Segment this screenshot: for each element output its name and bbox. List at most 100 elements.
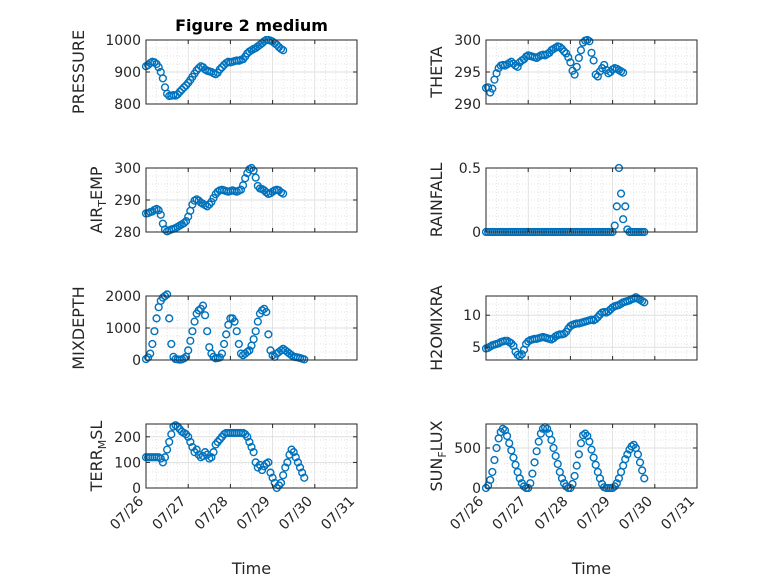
data-point	[222, 330, 231, 339]
series	[141, 290, 309, 364]
data-point	[492, 69, 501, 78]
data-point	[519, 482, 529, 491]
x-tick-label: 07/26	[107, 493, 147, 533]
x-tick-label: 07/29	[574, 494, 614, 534]
y-axis-label: AIRTEMP	[87, 166, 109, 233]
y-tick-label: 300	[114, 161, 141, 177]
y-tick-label: 0	[472, 481, 481, 497]
data-point	[610, 221, 619, 230]
data-point	[179, 218, 189, 228]
data-point	[543, 424, 552, 433]
data-point	[568, 479, 577, 489]
data-point	[559, 47, 569, 56]
y-tick-label: 0	[132, 353, 141, 369]
series	[481, 35, 628, 97]
data-point	[249, 335, 258, 344]
data-point	[276, 478, 286, 487]
data-point	[192, 66, 201, 75]
data-point	[488, 84, 497, 93]
data-point	[549, 443, 558, 453]
data-point	[532, 447, 541, 456]
y-tick-label: 5	[472, 340, 481, 356]
y-tick-label: 0.5	[459, 161, 481, 177]
data-point	[262, 307, 271, 317]
data-point	[484, 83, 493, 92]
data-point	[619, 68, 628, 77]
axes-box	[485, 423, 698, 489]
data-point	[279, 189, 288, 198]
data-point	[243, 347, 252, 357]
series	[141, 35, 288, 101]
data-point	[619, 215, 628, 224]
data-point	[192, 445, 201, 454]
data-point	[264, 458, 273, 467]
data-point	[559, 329, 569, 338]
data-point	[566, 58, 575, 67]
data-point	[251, 458, 260, 467]
data-point	[249, 448, 258, 457]
data-point	[217, 63, 227, 72]
data-point	[638, 466, 647, 475]
data-point	[198, 301, 208, 310]
x-tick-label: 07/29	[234, 494, 274, 534]
data-point	[511, 460, 520, 469]
y-tick-label: 290	[454, 97, 481, 113]
y-tick-label: 295	[454, 65, 481, 81]
y-axis-label: TERRMSL	[87, 421, 109, 493]
data-point	[217, 349, 227, 358]
data-point	[184, 432, 193, 441]
data-point	[627, 442, 636, 451]
y-tick-label: 0	[472, 225, 481, 241]
y-axis-label-main: AIR	[87, 207, 106, 234]
data-point	[576, 46, 586, 55]
data-point	[515, 474, 524, 483]
data-point	[232, 327, 241, 336]
data-point	[490, 455, 499, 465]
data-point	[585, 437, 594, 446]
data-point	[300, 473, 309, 482]
data-point	[530, 458, 539, 467]
data-point	[300, 355, 309, 364]
data-point	[640, 298, 649, 307]
x-tick-label: 07/30	[276, 494, 316, 534]
data-point	[564, 53, 573, 62]
data-point	[163, 445, 172, 454]
data-point	[167, 430, 176, 439]
data-point	[640, 474, 649, 483]
data-point	[152, 314, 161, 323]
subplot-3: 280 290 300 AIRTEMP	[87, 161, 358, 241]
x-axis-label: Time	[571, 559, 611, 578]
data-point	[167, 339, 176, 349]
subplot-6: 5 10 H2OMIXRA	[427, 285, 698, 371]
y-tick-label: 10	[463, 308, 481, 324]
data-point	[585, 37, 594, 46]
data-point	[507, 446, 516, 455]
y-tick-label: 280	[114, 225, 141, 241]
data-point	[517, 350, 526, 359]
data-point	[207, 453, 216, 462]
data-point	[184, 346, 193, 355]
data-point	[578, 431, 588, 440]
data-point	[234, 339, 243, 349]
data-point	[600, 60, 609, 70]
data-point	[264, 330, 273, 339]
data-point	[266, 346, 275, 355]
data-point	[241, 174, 250, 183]
series	[141, 163, 288, 236]
data-point	[186, 336, 195, 345]
y-axis-label: RAINFALL	[427, 163, 446, 238]
data-point	[219, 339, 229, 349]
y-axis-label-main: SUN	[427, 458, 446, 492]
y-axis-label-main: TERR	[87, 449, 106, 492]
y-tick-label: 800	[114, 97, 141, 113]
data-point	[488, 467, 497, 477]
y-axis-label-rest: EMP	[87, 166, 106, 200]
series	[481, 293, 649, 361]
data-point	[150, 58, 159, 67]
data-point	[211, 70, 220, 79]
data-point	[188, 327, 197, 336]
y-axis-label-subscript: M	[96, 440, 109, 450]
data-point	[576, 439, 586, 448]
